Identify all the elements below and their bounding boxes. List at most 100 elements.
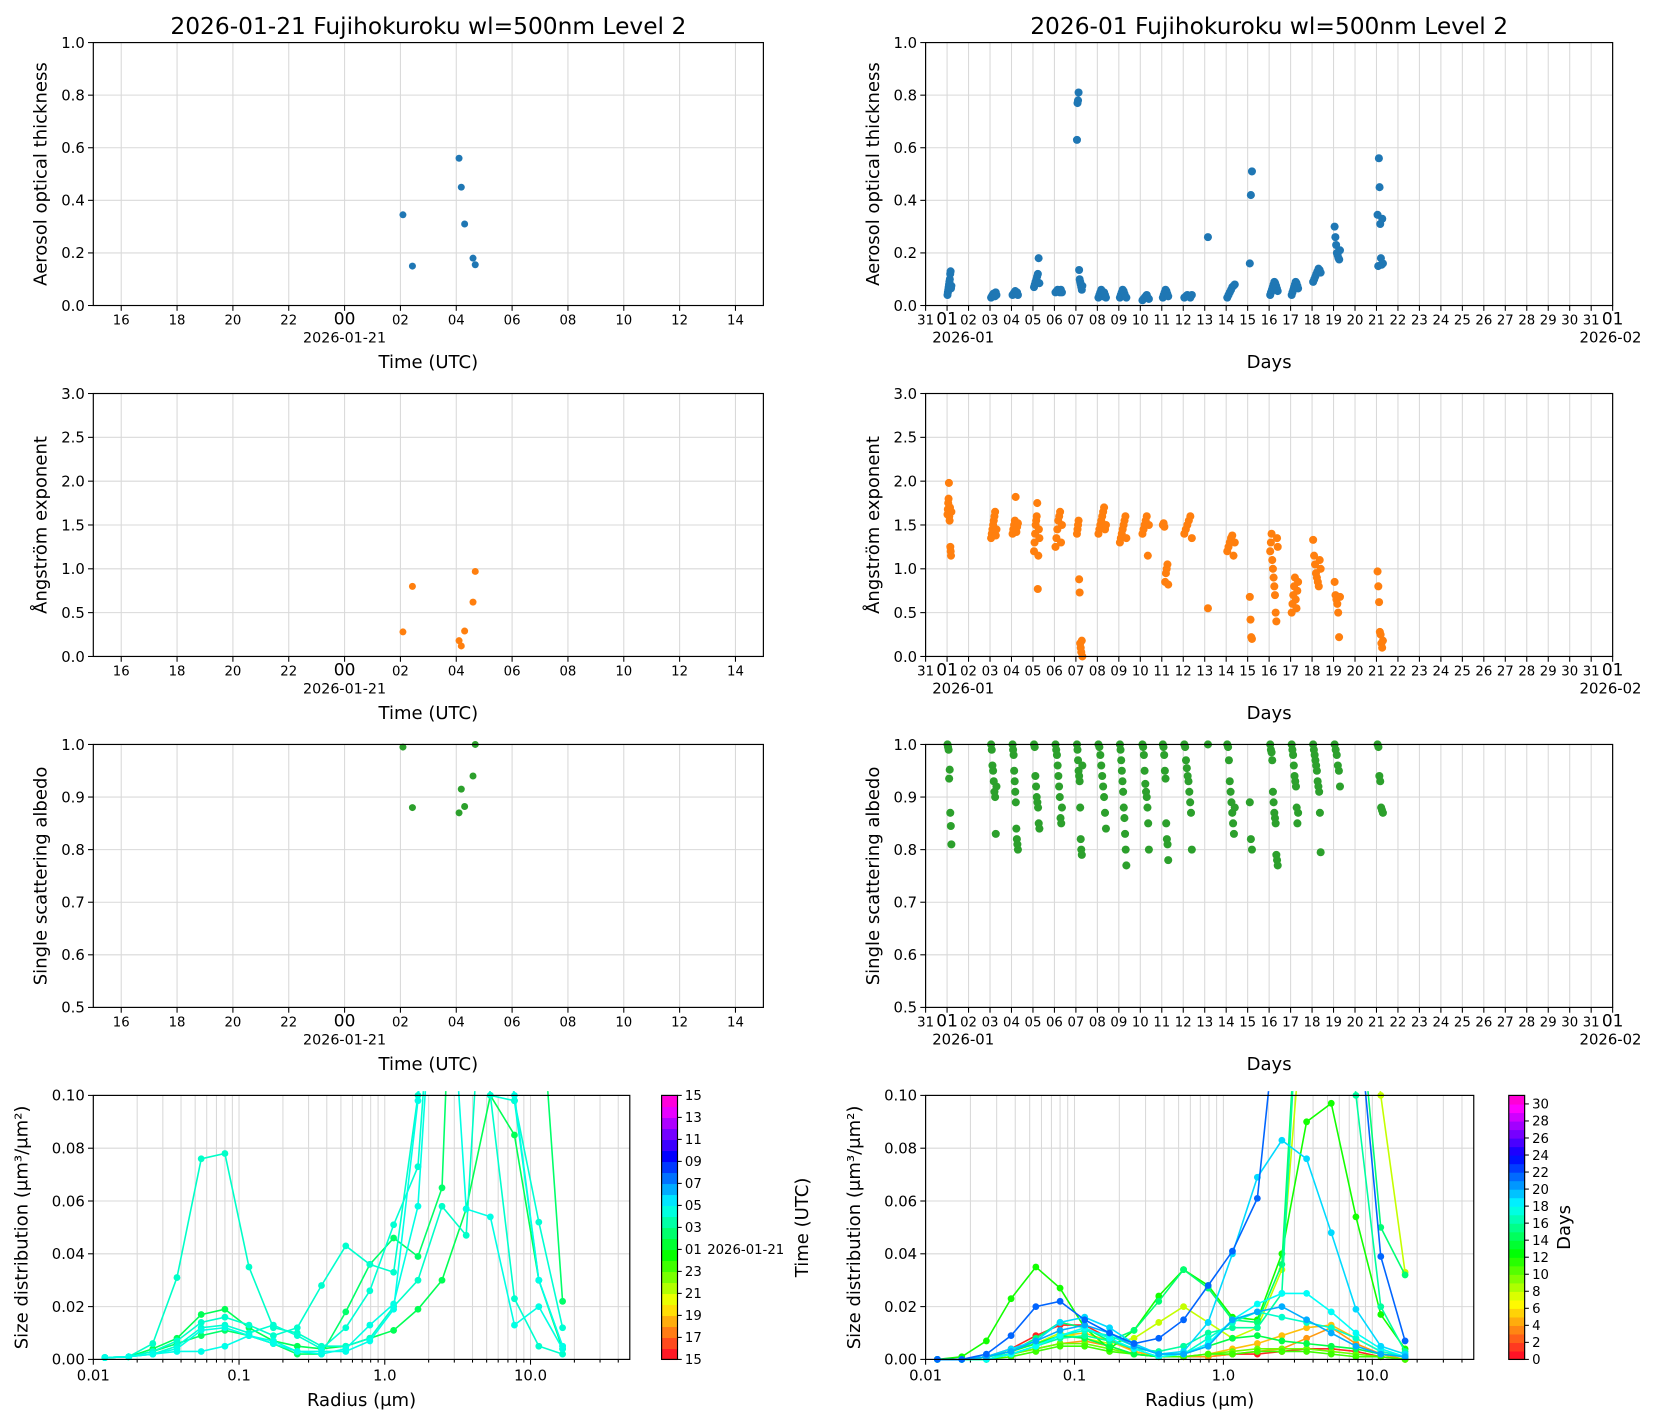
panel-sd_month: 0.000.020.040.060.080.100.01 0.1 1.0 10.0Ra… — [844, 1088, 1575, 1411]
data-point — [1095, 743, 1104, 752]
colorbar-tick-label: 15 — [685, 1353, 702, 1368]
data-point — [1121, 845, 1130, 854]
data-point — [1034, 254, 1043, 263]
data-point — [1096, 750, 1105, 760]
data-point — [1139, 750, 1148, 760]
y-tick-label: 0.2 — [61, 245, 85, 262]
series-point — [1352, 1305, 1360, 1313]
data-point — [991, 829, 1000, 838]
data-point — [1245, 259, 1254, 268]
x-tick-label: 15 — [1239, 314, 1256, 329]
series-point — [269, 1321, 277, 1329]
x-tick-label: 10.0 — [1356, 1368, 1389, 1385]
data-point — [1121, 829, 1130, 838]
data-point — [455, 637, 463, 645]
series-point — [1229, 1324, 1236, 1332]
x-tick-label: 08 — [560, 665, 577, 680]
x-tick-label: 23 — [1411, 1015, 1428, 1030]
y-tick-label: 0.0 — [61, 298, 85, 315]
data-point — [1052, 750, 1061, 760]
colorbar-band — [661, 1095, 678, 1108]
data-point — [1378, 259, 1387, 268]
series-point — [1327, 1342, 1335, 1350]
series-point — [293, 1332, 301, 1340]
data-point — [1144, 294, 1153, 303]
colorbar-date-label: 2026-01-21 — [707, 1243, 784, 1258]
data-points — [943, 740, 1387, 870]
series-point — [1352, 1353, 1360, 1361]
series-point — [463, 828, 470, 835]
x-tick-label: 16 — [1261, 665, 1278, 680]
data-point — [471, 261, 479, 269]
colorbar-tick-label: 13 — [685, 1111, 702, 1126]
data-point — [1247, 634, 1256, 643]
colorbar-tick-label: 03 — [685, 1221, 702, 1236]
data-point — [1270, 582, 1279, 591]
series-point — [487, 828, 494, 835]
series-point — [173, 1274, 181, 1281]
x-tick-label: 24 — [1432, 665, 1449, 680]
data-point — [1245, 798, 1254, 807]
x-tick-label: 12 — [1175, 665, 1192, 680]
data-point — [1334, 766, 1343, 775]
y-tick-label: 0.5 — [61, 1000, 85, 1017]
x-tick-label: 12 — [671, 665, 688, 680]
data-point — [1374, 154, 1383, 163]
data-point — [1226, 787, 1235, 796]
colorbar-label: Days — [1554, 1205, 1575, 1250]
x-tick-label: 31 — [1583, 665, 1600, 680]
data-point — [1009, 750, 1018, 760]
x-tick-label: 02 — [392, 665, 409, 680]
x-tick-label: 04 — [1003, 314, 1020, 329]
series-point — [1278, 1303, 1286, 1310]
series-point — [293, 1324, 301, 1332]
x-tick-label: 21 — [1368, 1015, 1385, 1030]
series-point — [1377, 1311, 1385, 1318]
colorbar: 15 17 19 21 23 01 03 05 07 09 11 13 15 2026-01-21 Time… — [661, 1089, 813, 1368]
data-point — [1098, 771, 1107, 781]
data-point — [946, 821, 955, 830]
x-tick-label: 25 — [1454, 314, 1471, 329]
colorbar-band — [1508, 1120, 1525, 1131]
y-tick-label: 0.04 — [52, 1246, 85, 1263]
data-point — [1142, 793, 1151, 802]
colorbar-band — [661, 1293, 678, 1306]
series-point — [462, 1205, 470, 1213]
data-point — [1076, 835, 1085, 844]
x-tick-label: 17 — [1282, 665, 1299, 680]
data-point — [1229, 819, 1238, 828]
data-point — [1117, 766, 1126, 775]
series-point — [1229, 1350, 1236, 1358]
x-tick-label: 02 — [392, 314, 409, 329]
series-point — [1253, 1348, 1261, 1355]
x-tick-label: 31 — [917, 665, 934, 680]
size-distribution-lines — [101, 828, 566, 1361]
x-tick-label: 19 — [1325, 1015, 1342, 1030]
data-points — [399, 154, 479, 270]
y-axis-label: Ångström exponent — [30, 436, 52, 614]
data-point — [1335, 255, 1344, 264]
series-point — [1229, 1316, 1236, 1324]
data-point — [1181, 756, 1191, 765]
data-point — [408, 262, 416, 270]
data-point — [469, 598, 477, 606]
data-point — [1374, 582, 1383, 591]
axes-frame — [92, 41, 764, 307]
data-point — [1117, 756, 1126, 765]
colorbar-band — [1508, 1257, 1525, 1267]
series-point — [1130, 1350, 1138, 1358]
x-axis-label: Time (UTC) — [378, 352, 479, 373]
data-point — [1378, 808, 1387, 817]
series-point — [1278, 1332, 1286, 1340]
x-tick-label: 19 — [1325, 665, 1342, 680]
data-point — [1187, 290, 1196, 300]
data-point — [1139, 743, 1148, 752]
data-point — [1268, 556, 1277, 565]
y-tick-label: 0.9 — [894, 789, 918, 806]
data-point — [1268, 787, 1277, 796]
series-point — [245, 1263, 253, 1271]
data-point — [1378, 636, 1387, 645]
colorbar-band — [661, 1227, 678, 1240]
colorbar-tick-label: 8 — [1532, 1285, 1540, 1300]
x-tick-label: 23 — [1411, 314, 1428, 329]
